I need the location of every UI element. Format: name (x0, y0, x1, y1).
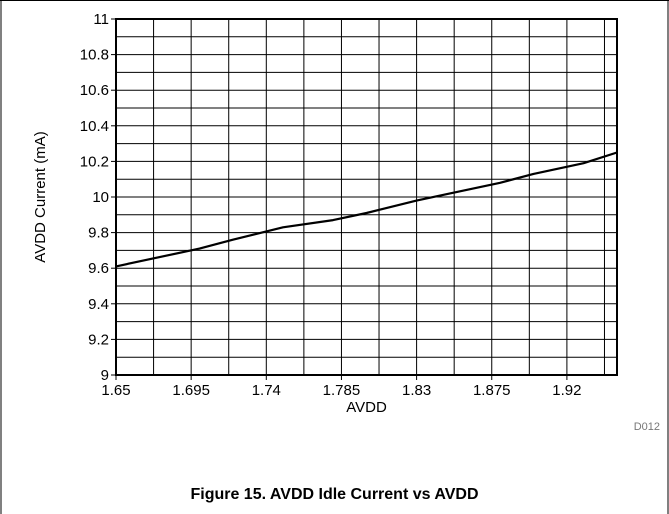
plot-area-border (115, 18, 618, 376)
x-tick-label: 1.785 (323, 382, 361, 399)
y-tick-label: 10 (92, 189, 109, 206)
series-layer (115, 151, 618, 268)
y-tick-label: 9.2 (88, 331, 109, 348)
y-axis-label: AVDD Current (mA) (32, 131, 49, 262)
figure-code: D012 (634, 421, 660, 433)
tick-labels: 1.65 1.695 1.74 1.785 1.83 1.875 1.92 9 9.2 9.4 9.… (80, 11, 582, 399)
series-line (115, 151, 618, 268)
x-tick-label: 1.92 (552, 382, 581, 399)
x-tick-label: 1.74 (252, 382, 281, 399)
x-tick-label: 1.83 (402, 382, 431, 399)
y-tick-label: 10.4 (80, 118, 109, 135)
x-tick-label: 1.695 (172, 382, 210, 399)
x-tick-label: 1.875 (473, 382, 511, 399)
y-tick-label: 9.6 (88, 260, 109, 277)
y-tick-label: 10.8 (80, 47, 109, 64)
y-tick-label: 9 (101, 367, 109, 384)
y-tick-label: 9.4 (88, 296, 109, 313)
y-tick-label: 10.6 (80, 82, 109, 99)
x-axis-label: AVDD (346, 399, 387, 416)
y-tick-label: 10.2 (80, 153, 109, 170)
figure-caption: Figure 15. AVDD Idle Current vs AVDD (190, 486, 479, 503)
x-tick-label: 1.65 (101, 382, 130, 399)
y-tick-label: 9.8 (88, 225, 109, 242)
y-tick-label: 11 (93, 11, 109, 28)
grid (115, 18, 617, 376)
